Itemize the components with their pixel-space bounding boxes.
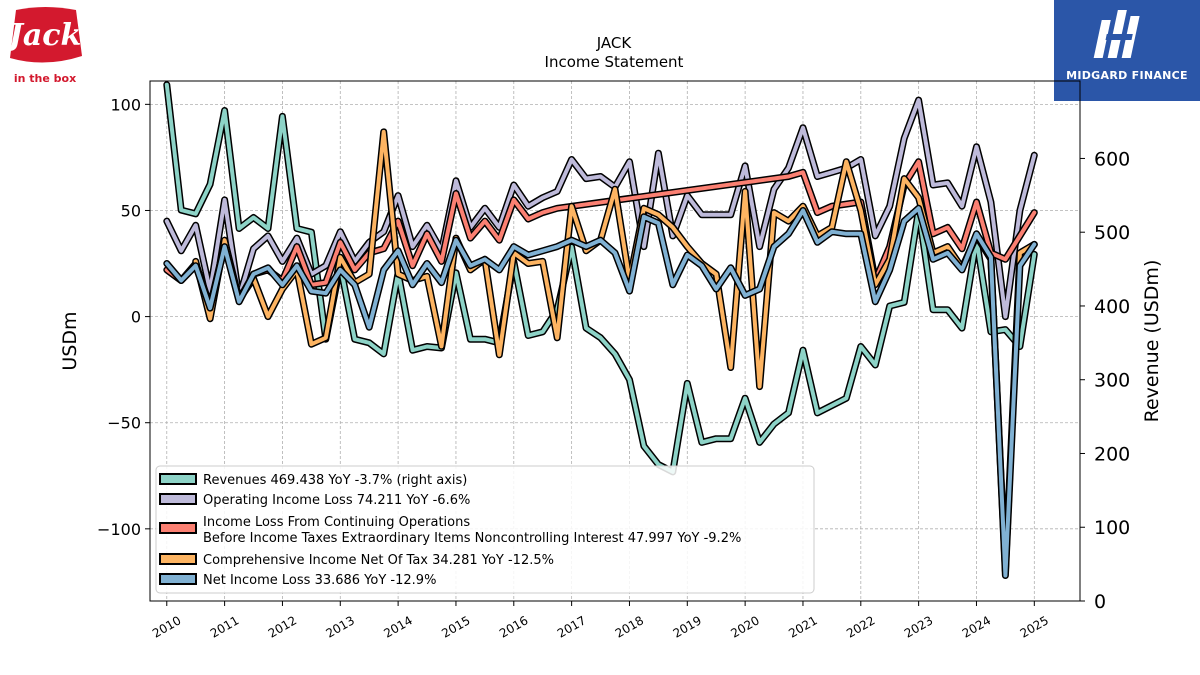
legend-swatch-income-loss-from-continuing-operations-b [159,522,197,534]
legend-label-net-income-loss: Net Income Loss 33.686 YoY -12.9% [203,573,436,588]
logo-badge-shape [10,7,82,63]
logo-tagline: in the box [13,72,77,85]
right-tick-label: 200 [1094,443,1130,465]
legend-label-operating-income-loss: Operating Income Loss 74.211 YoY -6.6% [203,493,470,508]
x-tick-label: 2017 [555,613,588,640]
legend: Revenues 469.438 YoY -3.7% (right axis) O… [155,465,815,594]
left-tick-label: −50 [107,414,141,433]
logo-badge [10,7,82,63]
x-tick-label: 2024 [960,613,993,640]
chart-subtitle: Income Statement [545,53,684,71]
legend-swatch-revenues [159,473,197,485]
x-tick-label: 2018 [613,613,646,640]
left-tick-label: 50 [121,201,141,220]
legend-label-revenues: Revenues 469.438 YoY -3.7% (right axis) [203,473,467,488]
legend-label-comprehensive-income-net-of-tax: Comprehensive Income Net Of Tax 34.281 Y… [203,553,554,568]
right-tick-label: 500 [1094,222,1130,244]
x-tick-label: 2022 [844,613,877,640]
right-tick-label: 600 [1094,148,1130,170]
left-tick-label: 100 [110,95,141,114]
x-tick-label: 2016 [497,613,530,640]
x-tick-label: 2014 [381,613,414,640]
x-tick-label: 2012 [266,613,299,640]
legend-swatch-net-income-loss [159,573,197,585]
legend-box [155,465,815,594]
x-tick-label: 2023 [902,613,935,640]
x-tick-label: 2010 [150,613,183,640]
chart-title: JACK [596,34,633,52]
legend-swatch-comprehensive-income-net-of-tax [159,553,197,565]
right-tick-label: 400 [1094,296,1130,318]
legend-swatch-operating-income-loss [159,493,197,505]
x-tick-label: 2020 [728,613,761,640]
jack-in-the-box-logo: Jack in the box [6,6,84,90]
series-line-revenues [164,82,1037,474]
right-tick-label: 300 [1094,370,1130,392]
left-tick-label: −100 [97,520,141,539]
y2-axis-label: Revenue (USDm) [1141,260,1163,423]
y-axis-label: USDm [59,311,81,370]
plot-area [163,81,1038,579]
midgard-mark-icon [1093,10,1140,58]
midgard-logo-text: MIDGARD FINANCE [1066,69,1188,82]
midgard-finance-logo: MIDGARD FINANCE [1054,0,1200,101]
series-line-net-income-loss [164,206,1037,578]
right-tick-label: 100 [1094,517,1130,539]
series-line-operating-income-loss [164,98,1037,319]
logo-word: Jack [8,18,82,53]
x-tick-label: 2015 [439,613,472,640]
right-tick-label: 0 [1094,591,1106,613]
x-tick-label: 2011 [208,613,241,640]
x-tick-label: 2013 [324,613,357,640]
left-tick-label: 0 [131,308,141,327]
x-tick-label: 2021 [786,613,819,640]
x-tick-label: 2019 [671,613,704,640]
x-tick-label: 2025 [1018,613,1051,640]
plot-frame [149,80,1081,602]
legend-label-income-loss-from-continuing-operations-b: Income Loss From Continuing Operations Be… [203,515,741,546]
